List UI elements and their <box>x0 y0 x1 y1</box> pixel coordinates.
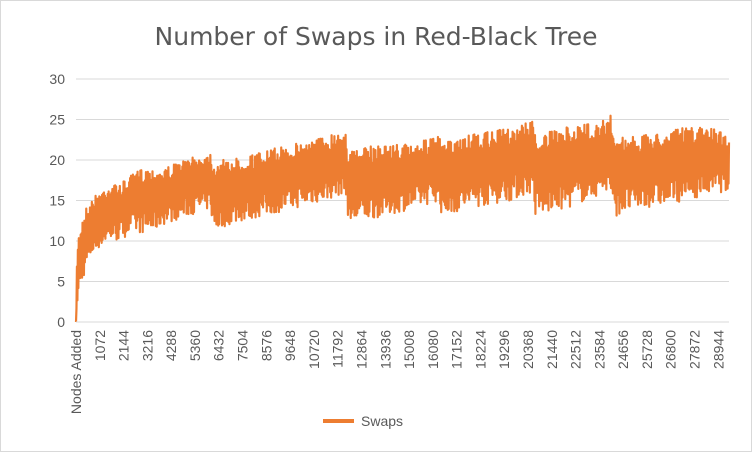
x-tick-label: 6432 <box>211 330 227 361</box>
x-tick-label: 21440 <box>544 330 560 369</box>
x-tick-label: 5360 <box>187 330 203 361</box>
x-tick-label: 23584 <box>591 330 607 369</box>
y-axis-ticks: 0 5 10 15 20 25 30 <box>49 71 65 330</box>
x-tick-label: 27872 <box>687 330 703 369</box>
x-tick-label: 10720 <box>306 330 322 369</box>
x-tick-label: 15008 <box>401 330 417 369</box>
y-tick-label: 0 <box>57 314 65 330</box>
x-tick-label: 11792 <box>330 330 346 368</box>
y-tick-label: 30 <box>49 71 65 87</box>
x-tick-label: 20368 <box>520 330 536 369</box>
x-tick-label: Nodes Added <box>68 330 84 414</box>
x-tick-label: 22512 <box>568 330 584 369</box>
chart-title: Number of Swaps in Red-Black Tree <box>155 22 598 51</box>
x-tick-label: 18224 <box>472 330 488 369</box>
x-tick-label: 19296 <box>496 330 512 369</box>
x-tick-label: 25728 <box>639 330 655 369</box>
x-axis-ticks: Nodes Added 1072 2144 3216 4288 5360 6432 7504 8… <box>68 330 726 414</box>
x-tick-label: 2144 <box>116 330 132 361</box>
legend: Swaps <box>323 413 403 429</box>
x-tick-label: 13936 <box>377 330 393 369</box>
y-tick-label: 10 <box>49 233 65 249</box>
x-tick-label: 17152 <box>449 330 465 369</box>
legend-label-swaps: Swaps <box>361 413 403 429</box>
y-tick-label: 20 <box>49 152 65 168</box>
x-tick-label: 12864 <box>353 330 369 369</box>
x-tick-label: 16080 <box>425 330 441 369</box>
y-tick-label: 25 <box>49 112 65 128</box>
y-tick-label: 5 <box>57 274 65 290</box>
series-swaps <box>74 114 731 323</box>
x-tick-label: 8576 <box>258 330 274 361</box>
x-tick-label: 7504 <box>235 330 251 361</box>
x-tick-label: 1072 <box>92 330 108 361</box>
y-tick-label: 15 <box>49 193 65 209</box>
x-tick-label: 9648 <box>282 330 298 361</box>
x-tick-label: 24656 <box>615 330 631 369</box>
x-tick-label: 3216 <box>139 330 155 361</box>
x-tick-label: 4288 <box>163 330 179 361</box>
x-tick-label: 28944 <box>710 330 726 369</box>
x-tick-label: 26800 <box>663 330 679 369</box>
series-line-swaps <box>74 114 731 323</box>
